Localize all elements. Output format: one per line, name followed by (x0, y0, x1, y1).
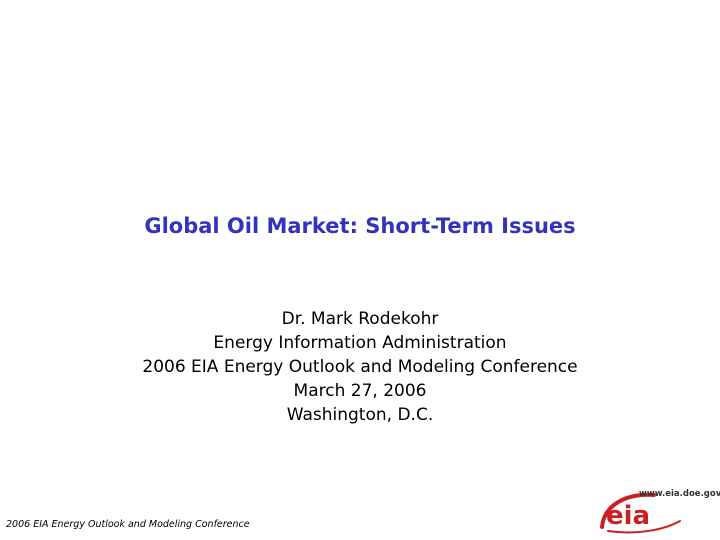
logo-url: www.eia.doe.gov (639, 489, 720, 499)
presenter-name: Dr. Mark Rodekohr (281, 309, 439, 329)
eia-logo: eia www.eia.doe.gov (598, 487, 720, 535)
eia-logo-icon: eia (600, 492, 681, 534)
slide-title: Global Oil Market: Short-Term Issues (144, 214, 576, 238)
conference-name: 2006 EIA Energy Outlook and Modeling Con… (142, 357, 578, 377)
logo-wordmark: eia (606, 501, 650, 531)
presentation-date: March 27, 2006 (293, 381, 427, 401)
presenter-block: Dr. Mark Rodekohr Energy Information Adm… (0, 307, 720, 427)
footer-conference-label: 2006 EIA Energy Outlook and Modeling Con… (6, 519, 250, 530)
presentation-location: Washington, D.C. (286, 405, 434, 425)
presenter-organization: Energy Information Administration (213, 333, 507, 353)
